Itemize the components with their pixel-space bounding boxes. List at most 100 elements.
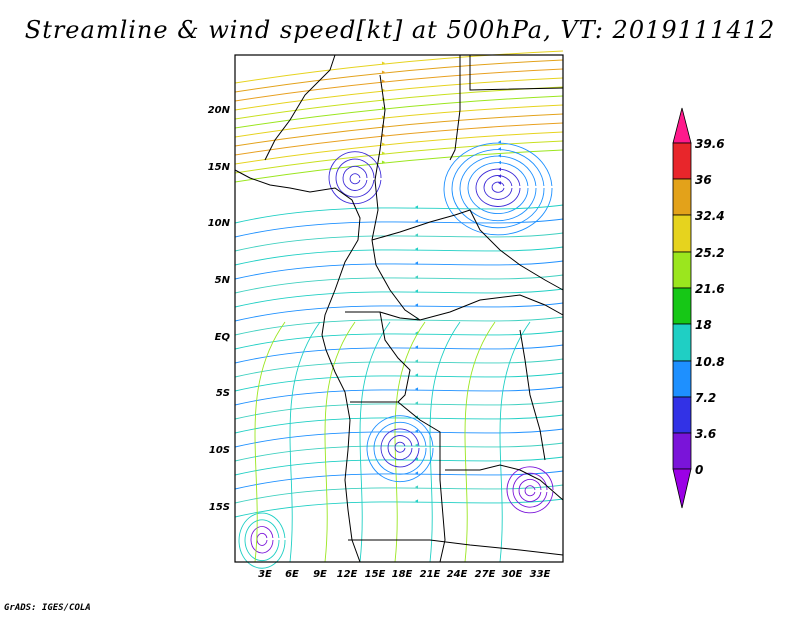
streamline-arrow <box>415 261 419 265</box>
streamline <box>506 466 554 514</box>
streamline-arrow <box>415 443 419 447</box>
streamline <box>234 77 564 111</box>
colorbar-label: 21.6 <box>695 282 725 296</box>
streamline <box>234 358 564 378</box>
lat-tick-label: EQ <box>215 332 231 343</box>
streamline <box>499 321 531 563</box>
streamline-arrow <box>415 359 419 363</box>
colorbar-label: 7.2 <box>695 391 716 405</box>
country-borders <box>234 54 564 563</box>
streamline-arrow <box>498 153 501 158</box>
streamline <box>234 442 564 462</box>
colorbar-top-arrow <box>672 107 692 144</box>
map-frame <box>234 54 564 563</box>
streamline-arrow <box>498 160 501 165</box>
streamline <box>234 274 564 294</box>
streamline <box>234 302 564 322</box>
streamline <box>234 470 564 490</box>
streamline <box>387 435 413 460</box>
streamline-arrow <box>415 219 419 223</box>
colorbar-segment <box>672 432 692 470</box>
colorbar-label: 32.4 <box>695 209 725 223</box>
streamline-arrow <box>381 160 385 165</box>
streamline-arrow <box>415 387 419 391</box>
streamline-arrow <box>415 345 419 349</box>
streamline <box>234 50 564 84</box>
streamline <box>380 428 420 468</box>
colorbar-label: 0 <box>695 463 703 477</box>
streamline <box>342 166 368 191</box>
streamline <box>234 218 564 238</box>
streamline-arrow <box>381 115 385 120</box>
map-title: Streamline & wind speed[kt] at 500hPa, V… <box>24 16 776 44</box>
streamline <box>234 400 564 420</box>
streamline <box>459 155 537 222</box>
streamline <box>324 321 356 563</box>
streamline <box>518 479 542 502</box>
streamline <box>491 181 505 193</box>
country-border <box>348 539 564 556</box>
streamline-arrow <box>381 142 385 147</box>
country-border <box>469 55 564 91</box>
lon-tick-label: 18E <box>392 569 413 580</box>
streamline <box>366 415 434 483</box>
streamline <box>475 168 521 207</box>
lat-tick-label: 5N <box>215 275 231 286</box>
streamline <box>394 441 406 453</box>
streamline <box>234 498 564 518</box>
streamline <box>483 175 513 200</box>
streamline <box>254 321 286 563</box>
streamline <box>349 173 361 185</box>
lon-tick-label: 33E <box>530 569 551 580</box>
lon-tick-label: 15E <box>365 569 386 580</box>
streamline <box>234 149 564 183</box>
country-border <box>345 294 564 321</box>
grads-credit: GrADS: IGES/COLA <box>4 603 91 613</box>
streamline <box>234 131 564 165</box>
streamline-arrow <box>415 499 419 503</box>
streamline-arrow <box>415 289 419 293</box>
streamline <box>234 456 564 476</box>
streamline <box>234 484 564 504</box>
country-border <box>264 54 336 161</box>
lon-tick-label: 27E <box>475 569 496 580</box>
lat-tick-label: 10S <box>209 445 230 456</box>
lat-tick-label: 15N <box>208 162 231 173</box>
colorbar: 39.6 36 32.4 25.2 21.6 18 10.8 7.2 3.6 0 <box>672 107 725 509</box>
streamline <box>524 485 536 497</box>
colorbar-segment <box>672 214 692 253</box>
streamline-arrow <box>381 70 385 75</box>
streamline-arrow <box>498 140 501 144</box>
streamline <box>451 149 545 229</box>
colorbar-segment <box>672 287 692 325</box>
colorbar-bottom-arrow <box>672 468 692 509</box>
streamline <box>234 330 564 350</box>
streamline-arrow <box>498 181 501 185</box>
streamline-arrow <box>498 167 501 172</box>
streamline <box>234 344 564 364</box>
streamline <box>234 288 564 308</box>
colorbar-segment <box>672 178 692 216</box>
country-border <box>371 239 421 321</box>
streamline-arrow <box>415 303 419 307</box>
lon-axis: 3E 6E 9E 12E 15E 18E 21E 24E 27E 30E 33E <box>258 569 550 580</box>
colorbar-label: 3.6 <box>695 427 716 441</box>
colorbar-label: 36 <box>695 173 712 187</box>
streamline <box>289 321 321 563</box>
lon-tick-label: 24E <box>447 569 468 580</box>
lat-tick-label: 20N <box>208 105 231 116</box>
streamline <box>234 68 564 102</box>
country-border <box>234 169 361 563</box>
country-border <box>379 311 411 403</box>
streamline <box>394 321 426 563</box>
streamline <box>512 472 548 508</box>
streamline-arrow <box>415 373 419 377</box>
streamline-arrow <box>498 174 501 178</box>
country-border <box>371 74 386 241</box>
streamline-arrow <box>415 233 419 237</box>
streamline-arrow <box>381 133 385 138</box>
streamline <box>234 104 564 138</box>
streamline <box>234 204 564 224</box>
country-border <box>449 55 461 161</box>
